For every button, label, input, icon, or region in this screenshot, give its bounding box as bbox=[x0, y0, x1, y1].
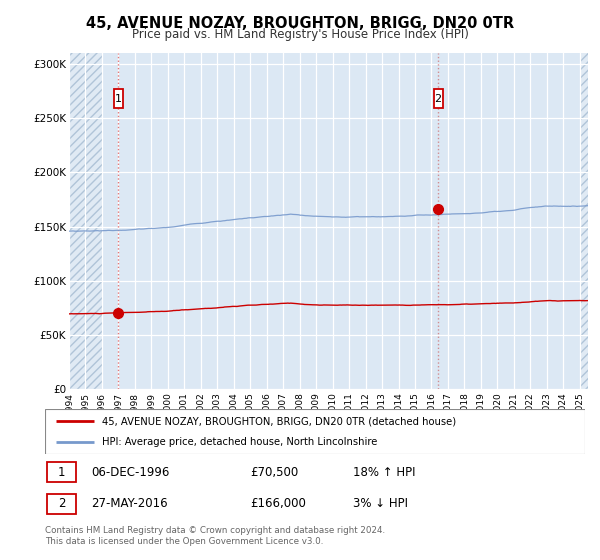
Text: Contains HM Land Registry data © Crown copyright and database right 2024.
This d: Contains HM Land Registry data © Crown c… bbox=[45, 526, 385, 546]
Text: 1: 1 bbox=[58, 465, 65, 479]
Text: 3% ↓ HPI: 3% ↓ HPI bbox=[353, 497, 408, 510]
FancyBboxPatch shape bbox=[434, 89, 443, 108]
Text: Price paid vs. HM Land Registry's House Price Index (HPI): Price paid vs. HM Land Registry's House … bbox=[131, 28, 469, 41]
Bar bbox=[69, 53, 102, 389]
Bar bbox=[580, 53, 588, 389]
Text: 45, AVENUE NOZAY, BROUGHTON, BRIGG, DN20 0TR: 45, AVENUE NOZAY, BROUGHTON, BRIGG, DN20… bbox=[86, 16, 514, 31]
FancyBboxPatch shape bbox=[47, 462, 76, 482]
FancyBboxPatch shape bbox=[47, 494, 76, 514]
Text: 18% ↑ HPI: 18% ↑ HPI bbox=[353, 465, 415, 479]
Text: 45, AVENUE NOZAY, BROUGHTON, BRIGG, DN20 0TR (detached house): 45, AVENUE NOZAY, BROUGHTON, BRIGG, DN20… bbox=[101, 416, 456, 426]
Text: 2: 2 bbox=[58, 497, 65, 510]
Text: 06-DEC-1996: 06-DEC-1996 bbox=[91, 465, 169, 479]
Bar bbox=[69, 53, 102, 389]
Text: 27-MAY-2016: 27-MAY-2016 bbox=[91, 497, 167, 510]
Text: £166,000: £166,000 bbox=[250, 497, 306, 510]
FancyBboxPatch shape bbox=[114, 89, 123, 108]
Text: HPI: Average price, detached house, North Lincolnshire: HPI: Average price, detached house, Nort… bbox=[101, 437, 377, 447]
Bar bbox=[580, 53, 588, 389]
Text: 1: 1 bbox=[115, 94, 122, 104]
Text: £70,500: £70,500 bbox=[250, 465, 298, 479]
Text: 2: 2 bbox=[434, 94, 442, 104]
